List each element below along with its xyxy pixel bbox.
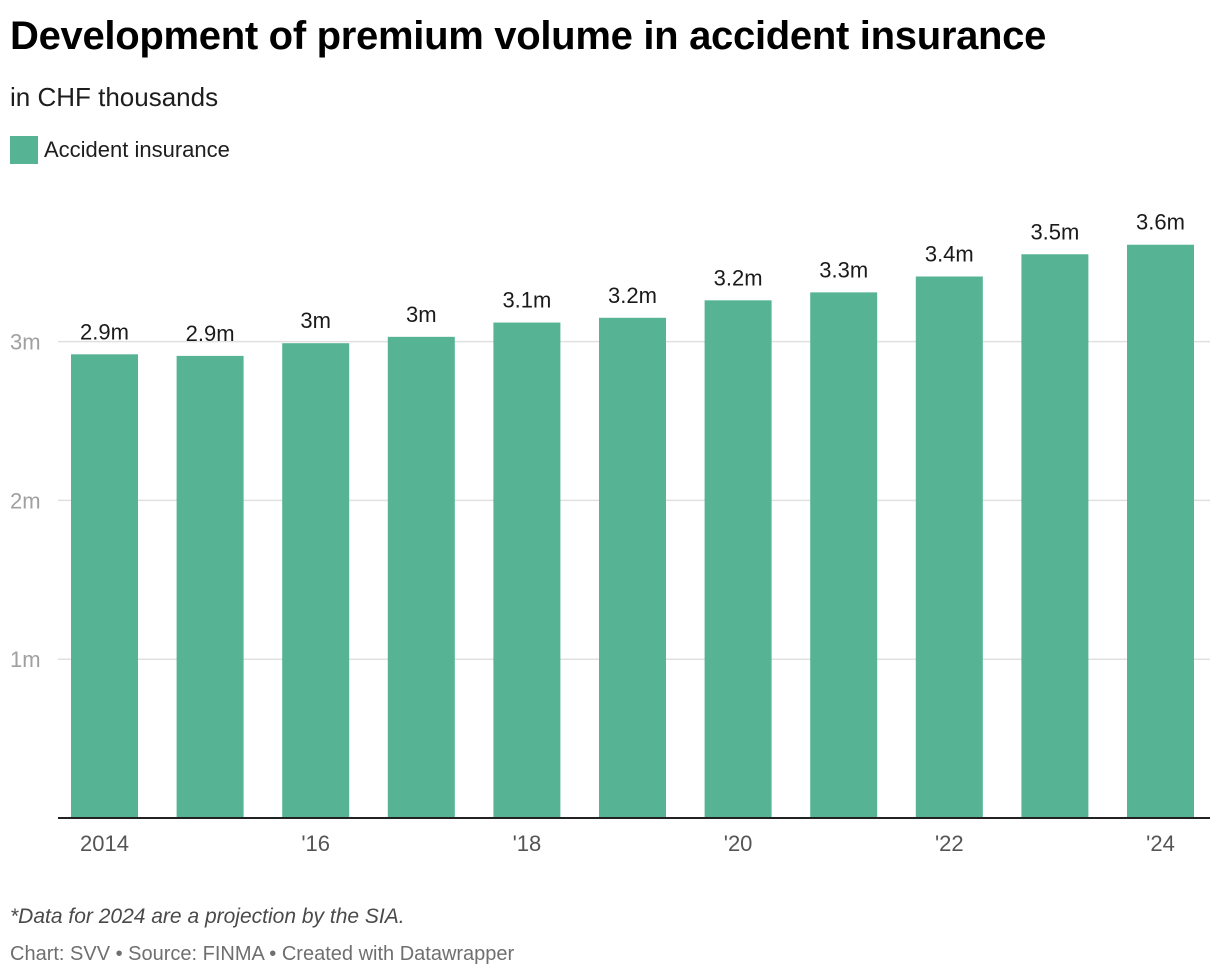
data-label: 3.6m <box>1136 210 1185 235</box>
data-label: 3m <box>406 302 437 327</box>
bar <box>915 276 983 818</box>
bar <box>1021 254 1089 818</box>
data-label: 3m <box>300 308 331 333</box>
data-label: 2.9m <box>80 319 129 344</box>
data-label: 3.5m <box>1030 219 1079 244</box>
data-label: 3.1m <box>502 288 551 313</box>
bar <box>387 336 455 818</box>
data-label: 3.3m <box>819 257 868 282</box>
bar <box>704 300 772 818</box>
source-byline: Chart: SVV • Source: FINMA • Created wit… <box>10 943 515 965</box>
x-tick-label: '16 <box>301 831 330 856</box>
bar <box>71 354 138 818</box>
data-label: 2.9m <box>186 321 235 346</box>
footnote: *Data for 2024 are a projection by the S… <box>10 905 405 928</box>
y-tick-label: 3m <box>10 330 41 355</box>
data-label: 3.4m <box>925 241 974 266</box>
bar <box>282 343 350 818</box>
data-label: 3.2m <box>714 265 763 290</box>
x-tick-label: 2014 <box>80 831 129 856</box>
bar <box>810 292 878 818</box>
bar <box>599 317 666 818</box>
y-tick-label: 2m <box>10 488 41 513</box>
y-tick-label: 1m <box>10 647 41 672</box>
bar <box>1127 244 1194 818</box>
bar <box>493 322 561 818</box>
chart-title: Development of premium volume in acciden… <box>10 14 1047 58</box>
x-tick-label: '20 <box>724 831 753 856</box>
x-tick-label: '24 <box>1146 831 1175 856</box>
x-tick-label: '18 <box>513 831 542 856</box>
bar <box>176 355 244 818</box>
legend-swatch <box>10 136 38 164</box>
legend-label: Accident insurance <box>44 137 230 162</box>
x-tick-label: '22 <box>935 831 964 856</box>
data-label: 3.2m <box>608 283 657 308</box>
legend: Accident insurance <box>10 136 230 164</box>
chart-subtitle: in CHF thousands <box>10 82 219 112</box>
